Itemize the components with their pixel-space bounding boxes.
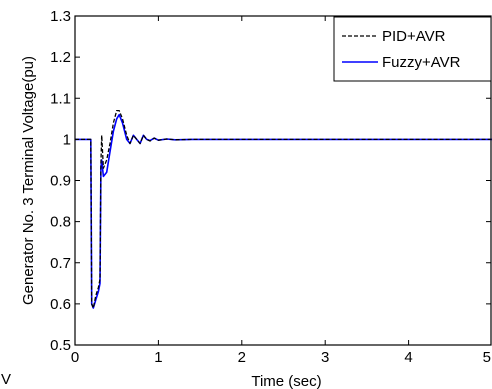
- stray-text: V: [1, 371, 11, 388]
- x-tick-label: 1: [154, 349, 162, 366]
- legend-box: [333, 16, 492, 82]
- y-tick-label: 0.5: [50, 337, 71, 354]
- y-tick-label: 0.9: [50, 173, 71, 190]
- y-tick-label: 1.3: [50, 8, 71, 25]
- y-tick-label: 0.8: [50, 214, 71, 231]
- series-layer: [75, 109, 492, 309]
- y-tick-label: 0.7: [50, 255, 71, 272]
- plot-frame: [74, 15, 492, 346]
- y-tick-label: 0.6: [50, 296, 71, 313]
- legend-label-pid-avr: PID+AVR: [382, 28, 446, 45]
- x-tick-label: 2: [238, 349, 246, 366]
- x-tick-label: 0: [71, 349, 79, 366]
- legend: PID+AVR Fuzzy+AVR: [333, 16, 492, 82]
- x-tick-label: 4: [404, 349, 412, 366]
- y-tick-label: 1.2: [50, 49, 71, 66]
- x-axis-label: Time (sec): [251, 373, 321, 389]
- y-axis-label: Generator No. 3 Terminal Voltage(pu): [20, 56, 37, 305]
- x-tick-label: 5: [483, 349, 491, 366]
- x-tick-label: 3: [321, 349, 329, 366]
- y-tick-label: 1: [63, 131, 71, 148]
- y-tick-label: 1.1: [50, 90, 71, 107]
- series-line-pid-avr: [75, 109, 492, 309]
- legend-label-fuzzy-avr: Fuzzy+AVR: [382, 54, 461, 71]
